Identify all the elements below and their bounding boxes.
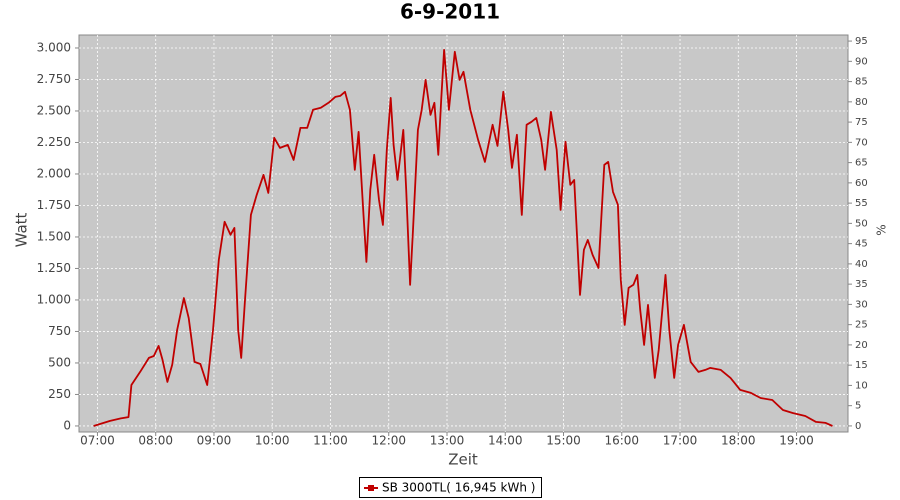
x-tick-label: 18:00 xyxy=(721,434,756,448)
y2-tick-label: 45 xyxy=(855,239,868,250)
y2-tick-label: 60 xyxy=(855,178,868,189)
y-tick-label: 3.000 xyxy=(37,40,71,54)
y2-tick-label: 65 xyxy=(855,158,868,169)
y2-tick-label: 10 xyxy=(855,380,868,391)
y-axis-label: Watt xyxy=(13,212,31,247)
y-tick-label: 2.000 xyxy=(37,166,71,180)
x-tick-label: 19:00 xyxy=(779,434,814,448)
legend-label: SB 3000TL( 16,945 kWh ) xyxy=(382,481,535,495)
x-tick-label: 11:00 xyxy=(313,434,348,448)
y-tick-label: 0 xyxy=(63,418,71,432)
x-tick-label: 12:00 xyxy=(371,434,406,448)
y-tick-label: 750 xyxy=(48,324,71,338)
chart-title: 6-9-2011 xyxy=(400,0,500,24)
y-tick-label: 1.500 xyxy=(37,229,71,243)
y2-tick-label: 95 xyxy=(855,36,868,47)
y-tick-label: 1.000 xyxy=(37,292,71,306)
x-tick-label: 15:00 xyxy=(546,434,581,448)
y2-axis-label: % xyxy=(875,224,889,235)
y2-tick-label: 85 xyxy=(855,77,868,88)
x-axis-label: Zeit xyxy=(448,451,478,469)
y2-tick-label: 30 xyxy=(855,299,868,310)
y2-tick-label: 50 xyxy=(855,218,868,229)
y2-tick-label: 90 xyxy=(855,56,868,67)
y-tick-label: 1.750 xyxy=(37,198,71,212)
y2-tick-label: 0 xyxy=(855,421,861,432)
y2-tick-label: 80 xyxy=(855,97,868,108)
y-tick-label: 1.250 xyxy=(37,261,71,275)
x-tick-label: 13:00 xyxy=(430,434,465,448)
y2-tick-label: 70 xyxy=(855,137,868,148)
y2-tick-label: 20 xyxy=(855,340,868,351)
y-tick-label: 2.500 xyxy=(37,103,71,117)
y2-tick-label: 5 xyxy=(855,401,861,412)
x-tick-label: 17:00 xyxy=(663,434,698,448)
y2-tick-label: 15 xyxy=(855,360,868,371)
y2-tick-label: 55 xyxy=(855,198,868,209)
y-tick-label: 2.250 xyxy=(37,135,71,149)
x-tick-label: 16:00 xyxy=(604,434,639,448)
y2-tick-label: 35 xyxy=(855,279,868,290)
y-tick-label: 250 xyxy=(48,387,71,401)
y-tick-label: 2.750 xyxy=(37,72,71,86)
x-tick-label: 07:00 xyxy=(80,434,115,448)
x-tick-label: 10:00 xyxy=(255,434,290,448)
y2-tick-label: 75 xyxy=(855,117,868,128)
y2-tick-label: 40 xyxy=(855,259,868,270)
x-tick-label: 14:00 xyxy=(488,434,523,448)
x-tick-label: 08:00 xyxy=(138,434,173,448)
y2-tick-label: 25 xyxy=(855,320,868,331)
y-tick-label: 500 xyxy=(48,355,71,369)
plot-area xyxy=(78,34,849,433)
series-line xyxy=(93,49,833,427)
x-tick-label: 09:00 xyxy=(197,434,232,448)
legend-swatch-marker xyxy=(368,485,374,491)
legend-box xyxy=(359,477,542,498)
